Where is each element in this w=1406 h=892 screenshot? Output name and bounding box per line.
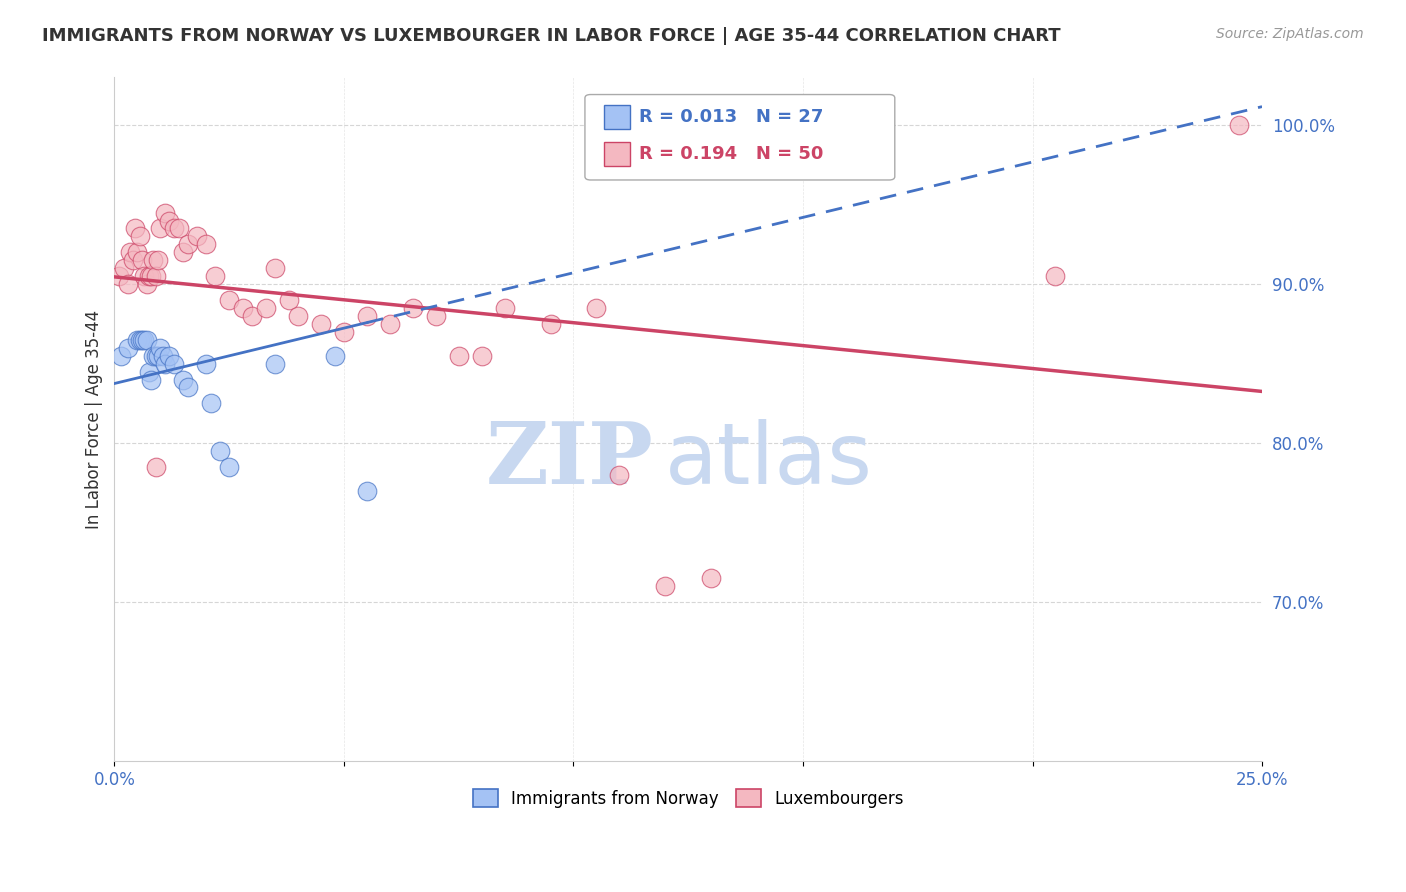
Point bbox=[142, 349, 165, 363]
Point bbox=[1227, 118, 1250, 132]
Text: atlas: atlas bbox=[665, 418, 873, 502]
Text: R = 0.013   N = 27: R = 0.013 N = 27 bbox=[638, 108, 824, 126]
Point bbox=[127, 333, 149, 347]
Point bbox=[146, 253, 169, 268]
Point bbox=[163, 357, 186, 371]
Point bbox=[135, 277, 157, 292]
Point bbox=[159, 349, 181, 363]
FancyBboxPatch shape bbox=[605, 143, 630, 166]
Point bbox=[378, 317, 401, 331]
Text: IMMIGRANTS FROM NORWAY VS LUXEMBOURGER IN LABOR FORCE | AGE 35-44 CORRELATION CH: IMMIGRANTS FROM NORWAY VS LUXEMBOURGER I… bbox=[42, 27, 1060, 45]
Point bbox=[323, 349, 346, 363]
Point bbox=[134, 333, 156, 347]
Point bbox=[700, 571, 723, 585]
Point bbox=[177, 380, 200, 394]
Point bbox=[135, 333, 157, 347]
Point bbox=[153, 205, 176, 219]
Y-axis label: In Labor Force | Age 35-44: In Labor Force | Age 35-44 bbox=[86, 310, 103, 529]
Point bbox=[120, 245, 142, 260]
Point bbox=[128, 333, 150, 347]
Point bbox=[204, 269, 226, 284]
Point bbox=[277, 293, 299, 307]
FancyBboxPatch shape bbox=[585, 95, 894, 180]
Text: ZIP: ZIP bbox=[486, 418, 654, 502]
Point bbox=[131, 253, 153, 268]
Point bbox=[138, 269, 160, 284]
Point bbox=[108, 269, 131, 284]
Point bbox=[177, 237, 200, 252]
Point bbox=[240, 309, 263, 323]
Point bbox=[264, 357, 287, 371]
Point bbox=[145, 349, 167, 363]
Point bbox=[172, 245, 194, 260]
Point bbox=[195, 357, 218, 371]
Point bbox=[471, 349, 494, 363]
Text: Source: ZipAtlas.com: Source: ZipAtlas.com bbox=[1216, 27, 1364, 41]
Point bbox=[124, 221, 146, 235]
Point bbox=[309, 317, 332, 331]
Point bbox=[287, 309, 309, 323]
Point bbox=[232, 301, 254, 315]
Point bbox=[145, 459, 167, 474]
Point bbox=[142, 253, 165, 268]
Point bbox=[172, 372, 194, 386]
Point bbox=[333, 325, 356, 339]
Point bbox=[167, 221, 190, 235]
Point bbox=[139, 372, 162, 386]
Point bbox=[447, 349, 470, 363]
Point bbox=[356, 483, 378, 498]
Point bbox=[186, 229, 208, 244]
Point bbox=[218, 459, 240, 474]
Point bbox=[117, 277, 139, 292]
Point bbox=[112, 261, 135, 276]
Point bbox=[152, 349, 174, 363]
Point bbox=[153, 357, 176, 371]
Point bbox=[159, 213, 181, 227]
Point bbox=[1045, 269, 1067, 284]
Point bbox=[208, 444, 231, 458]
Point bbox=[149, 221, 172, 235]
Point bbox=[402, 301, 425, 315]
Point bbox=[425, 309, 447, 323]
Point bbox=[138, 365, 160, 379]
Point bbox=[139, 269, 162, 284]
Point bbox=[218, 293, 240, 307]
Point bbox=[356, 309, 378, 323]
Point bbox=[131, 333, 153, 347]
Point bbox=[121, 253, 143, 268]
Point bbox=[117, 341, 139, 355]
Point bbox=[264, 261, 287, 276]
Point bbox=[146, 349, 169, 363]
Point bbox=[631, 118, 654, 132]
Point bbox=[609, 467, 631, 482]
Point bbox=[195, 237, 218, 252]
Point bbox=[149, 341, 172, 355]
Point bbox=[494, 301, 516, 315]
Point bbox=[540, 317, 562, 331]
Point bbox=[200, 396, 222, 410]
Point bbox=[110, 349, 132, 363]
Point bbox=[145, 269, 167, 284]
Legend: Immigrants from Norway, Luxembourgers: Immigrants from Norway, Luxembourgers bbox=[467, 783, 910, 814]
Point bbox=[163, 221, 186, 235]
Point bbox=[654, 579, 676, 593]
Point bbox=[254, 301, 277, 315]
Point bbox=[585, 301, 607, 315]
Point bbox=[127, 245, 149, 260]
FancyBboxPatch shape bbox=[605, 104, 630, 128]
Point bbox=[128, 229, 150, 244]
Point bbox=[134, 269, 156, 284]
Text: R = 0.194   N = 50: R = 0.194 N = 50 bbox=[638, 145, 824, 163]
